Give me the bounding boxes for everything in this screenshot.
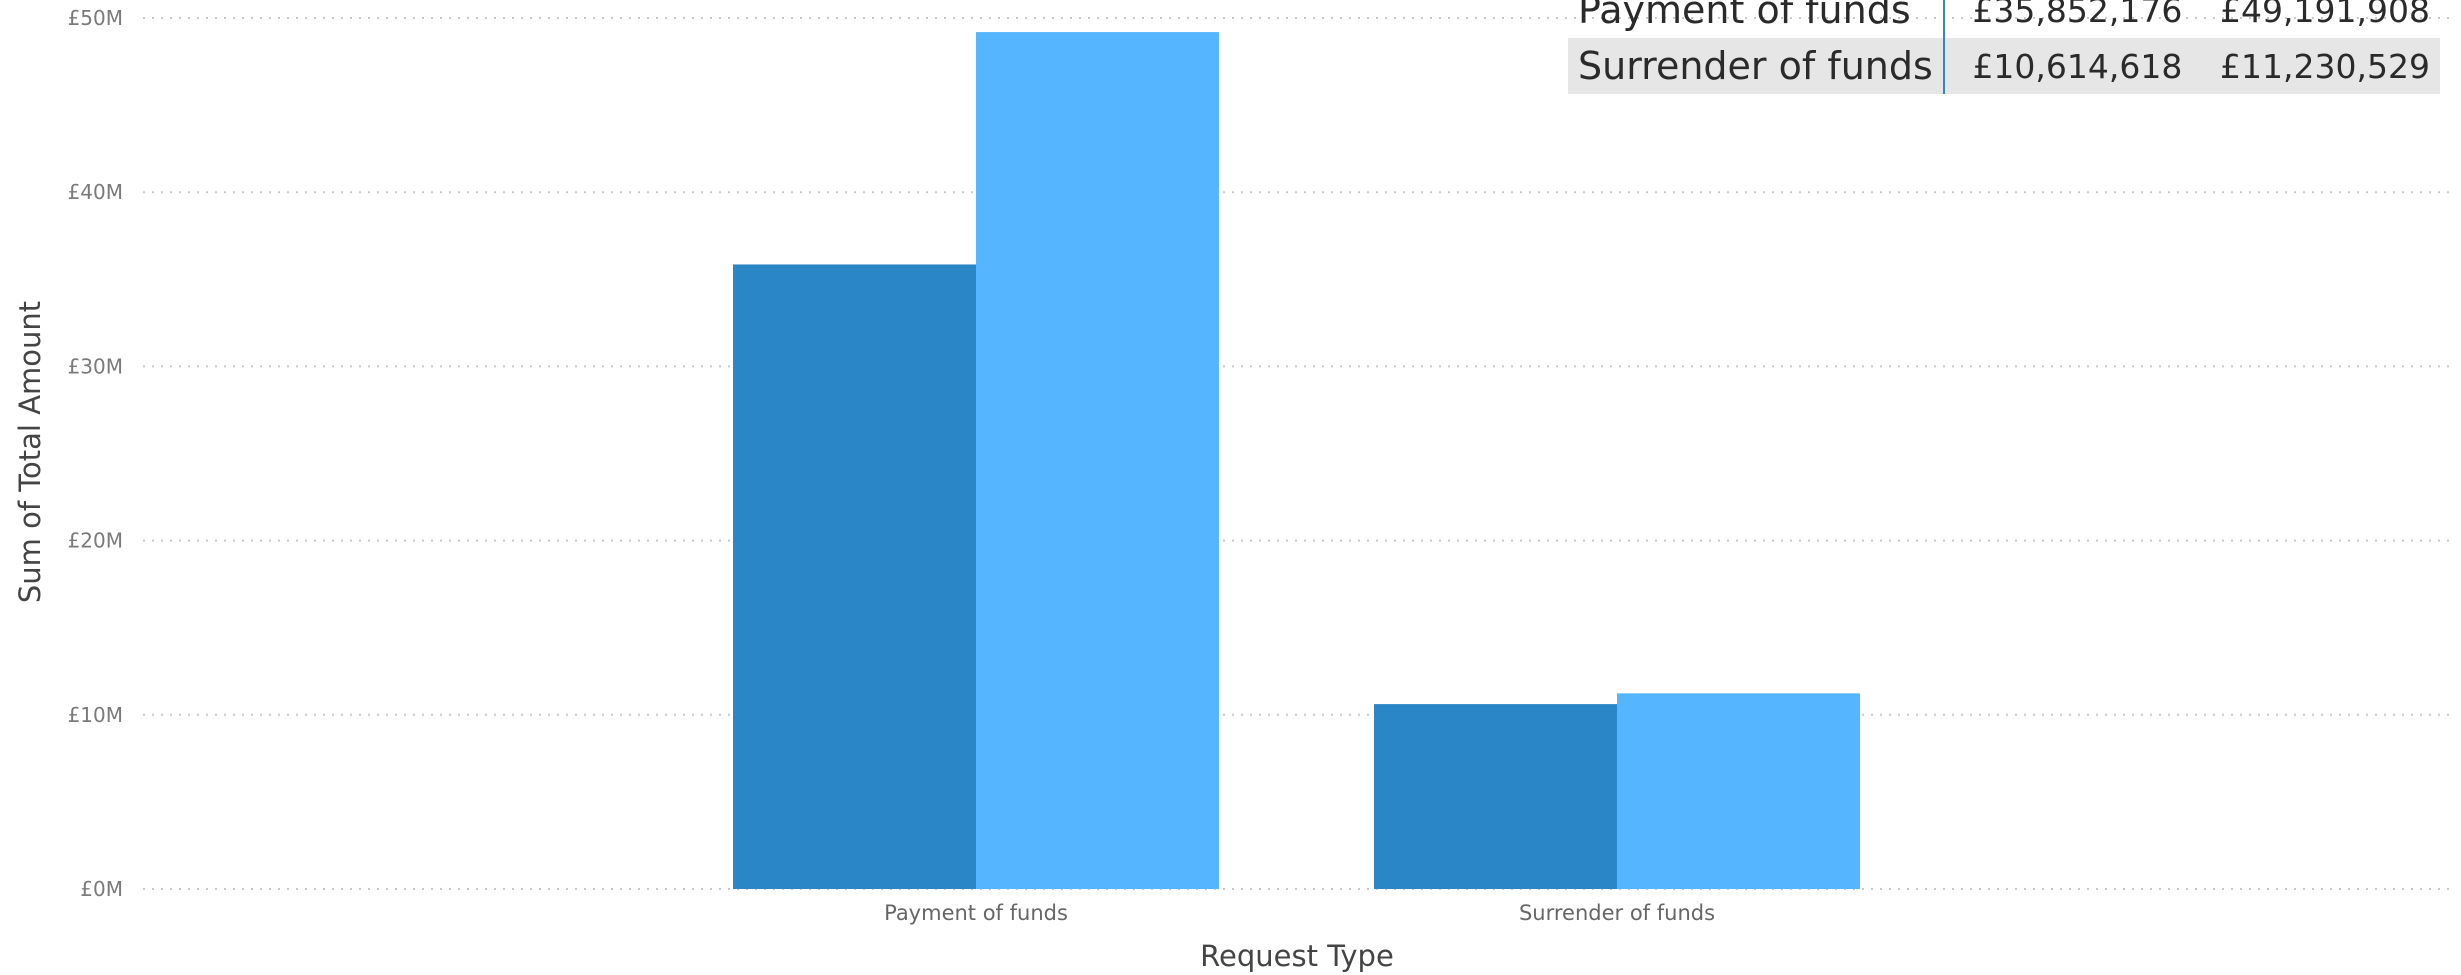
y-axis-ticks: £0M £10M £20M £30M £40M £50M <box>68 6 123 901</box>
x-axis-categories: Payment of funds Surrender of funds <box>884 901 1715 925</box>
row-value-2: £11,230,529 <box>2192 38 2440 94</box>
bars <box>733 32 1860 890</box>
bar[interactable] <box>733 264 976 890</box>
y-tick-label: £20M <box>68 529 123 553</box>
bar[interactable] <box>1374 704 1617 889</box>
bar[interactable] <box>976 32 1219 889</box>
summary-table: Payment of funds £35,852,176 £49,191,908… <box>1568 0 2441 94</box>
x-tick-label: Surrender of funds <box>1519 901 1715 925</box>
grid-lines <box>143 17 2450 890</box>
row-value-1: £35,852,176 <box>1972 0 2183 30</box>
x-axis-title: Request Type <box>1200 939 1394 973</box>
y-tick-label: £0M <box>80 877 123 901</box>
x-tick-label: Payment of funds <box>884 901 1068 925</box>
table-row: Surrender of funds £10,614,618 £11,230,5… <box>1568 38 2440 94</box>
row-value-2: £49,191,908 <box>2220 0 2430 30</box>
y-tick-label: £50M <box>68 6 123 30</box>
y-tick-label: £30M <box>68 354 123 378</box>
y-tick-label: £40M <box>68 180 123 204</box>
bar[interactable] <box>1617 693 1860 889</box>
y-axis-title: Sum of Total Amount <box>13 301 47 603</box>
y-tick-label: £10M <box>68 703 123 727</box>
row-name: Payment of funds <box>1568 0 1945 38</box>
row-name: Surrender of funds <box>1568 38 1945 94</box>
row-value-1: £10,614,618 <box>1943 38 2193 94</box>
table-row: Payment of funds £35,852,176 £49,191,908 <box>1568 0 2440 38</box>
